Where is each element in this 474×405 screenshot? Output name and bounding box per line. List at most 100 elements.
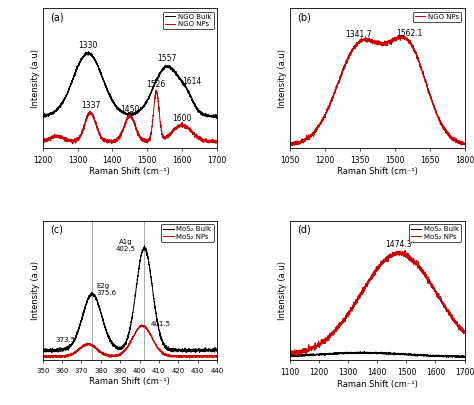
MoS₂ NPs xyxy=(209,355,215,360)
MoS₂ Bulk xyxy=(120,343,126,348)
Text: (a): (a) xyxy=(50,12,63,22)
MoS₂ Bulk xyxy=(361,349,367,354)
MoS₂ NPs xyxy=(125,345,130,350)
NGO NPs xyxy=(125,115,130,120)
Text: (b): (b) xyxy=(297,12,311,22)
MoS₂ Bulk xyxy=(296,353,302,358)
MoS₂ NPs xyxy=(49,354,55,358)
NGO NPs xyxy=(120,128,126,133)
NGO Bulk xyxy=(209,114,215,119)
Text: 1330: 1330 xyxy=(78,41,98,50)
Line: MoS₂ NPs: MoS₂ NPs xyxy=(290,250,465,356)
Line: NGO NPs: NGO NPs xyxy=(43,90,217,144)
X-axis label: Raman Shift (cm⁻¹): Raman Shift (cm⁻¹) xyxy=(337,380,418,389)
X-axis label: Raman Shift (cm⁻¹): Raman Shift (cm⁻¹) xyxy=(337,167,418,176)
NGO NPs xyxy=(289,143,295,148)
Text: 1474.3: 1474.3 xyxy=(386,240,412,249)
NGO NPs xyxy=(70,141,76,146)
MoS₂ NPs xyxy=(296,350,302,354)
Text: E2g
375.6: E2g 375.6 xyxy=(96,283,116,296)
NGO NPs xyxy=(49,134,55,139)
Text: 1614: 1614 xyxy=(182,77,202,86)
Legend: NGO NPs: NGO NPs xyxy=(412,12,461,22)
NGO Bulk xyxy=(214,116,220,121)
Text: (d): (d) xyxy=(297,225,311,235)
NGO NPs xyxy=(214,139,220,143)
MoS₂ NPs xyxy=(367,278,373,283)
Text: 1341.7: 1341.7 xyxy=(345,30,371,39)
MoS₂ Bulk xyxy=(209,347,215,352)
Y-axis label: Intensity (a.u): Intensity (a.u) xyxy=(278,49,287,107)
Line: NGO Bulk: NGO Bulk xyxy=(43,52,217,119)
MoS₂ Bulk xyxy=(462,355,467,360)
MoS₂ NPs xyxy=(402,248,408,253)
MoS₂ Bulk xyxy=(125,336,130,341)
Line: MoS₂ Bulk: MoS₂ Bulk xyxy=(290,352,465,358)
NGO NPs xyxy=(425,87,430,92)
MoS₂ Bulk xyxy=(367,350,373,355)
MoS₂ NPs xyxy=(462,329,467,334)
NGO NPs xyxy=(296,139,302,144)
NGO NPs xyxy=(462,141,467,146)
NGO Bulk xyxy=(177,75,183,80)
NGO Bulk xyxy=(49,111,55,116)
MoS₂ NPs xyxy=(187,356,192,360)
NGO NPs xyxy=(209,139,215,143)
Text: 1450: 1450 xyxy=(120,105,139,114)
Legend: MoS₂ Bulk, MoS₂ NPs: MoS₂ Bulk, MoS₂ NPs xyxy=(409,224,461,242)
NGO NPs xyxy=(40,139,46,144)
MoS₂ NPs xyxy=(372,271,378,275)
Text: 1337: 1337 xyxy=(81,101,100,110)
NGO NPs xyxy=(457,139,463,144)
NGO NPs xyxy=(177,122,183,127)
NGO Bulk xyxy=(120,111,126,115)
NGO NPs xyxy=(400,33,406,38)
NGO Bulk xyxy=(214,113,220,117)
NGO NPs xyxy=(209,138,215,143)
Text: 373.5: 373.5 xyxy=(56,337,76,343)
Text: 401.5: 401.5 xyxy=(151,321,171,327)
Text: 1562.1: 1562.1 xyxy=(396,29,422,38)
MoS₂ Bulk xyxy=(177,348,183,353)
MoS₂ NPs xyxy=(287,350,293,354)
Text: 1600: 1600 xyxy=(173,114,192,123)
Legend: MoS₂ Bulk, MoS₂ NPs: MoS₂ Bulk, MoS₂ NPs xyxy=(161,224,213,242)
MoS₂ NPs xyxy=(139,323,145,328)
MoS₂ NPs xyxy=(457,325,463,330)
X-axis label: Raman Shift (cm⁻¹): Raman Shift (cm⁻¹) xyxy=(90,377,170,386)
MoS₂ NPs xyxy=(425,276,430,281)
MoS₂ NPs xyxy=(209,353,215,358)
MoS₂ Bulk xyxy=(458,355,464,360)
NGO NPs xyxy=(367,38,373,43)
MoS₂ NPs xyxy=(177,354,183,359)
Text: (c): (c) xyxy=(50,225,63,235)
NGO NPs xyxy=(287,141,293,145)
Text: 1526: 1526 xyxy=(146,80,166,89)
MoS₂ Bulk xyxy=(49,350,55,355)
MoS₂ Bulk xyxy=(457,355,463,360)
MoS₂ NPs xyxy=(214,354,220,358)
MoS₂ Bulk xyxy=(425,353,430,358)
MoS₂ Bulk xyxy=(372,351,378,356)
NGO NPs xyxy=(153,88,159,93)
MoS₂ Bulk xyxy=(49,348,55,353)
X-axis label: Raman Shift (cm⁻¹): Raman Shift (cm⁻¹) xyxy=(90,167,170,176)
MoS₂ NPs xyxy=(120,350,126,355)
NGO Bulk xyxy=(40,113,46,118)
Legend: NGO Bulk, NGO NPs: NGO Bulk, NGO NPs xyxy=(163,12,213,29)
Y-axis label: Intensity (a.u): Intensity (a.u) xyxy=(31,261,40,320)
Y-axis label: Intensity (a.u): Intensity (a.u) xyxy=(278,261,287,320)
Y-axis label: Intensity (a.u): Intensity (a.u) xyxy=(31,49,40,107)
Text: 1557: 1557 xyxy=(157,54,177,63)
MoS₂ NPs xyxy=(457,324,463,329)
MoS₂ Bulk xyxy=(40,347,46,352)
MoS₂ Bulk xyxy=(214,347,220,352)
NGO NPs xyxy=(372,40,378,45)
Line: MoS₂ Bulk: MoS₂ Bulk xyxy=(43,246,217,353)
NGO Bulk xyxy=(125,111,130,116)
NGO NPs xyxy=(457,140,463,145)
NGO Bulk xyxy=(86,49,91,54)
NGO Bulk xyxy=(209,113,215,118)
MoS₂ Bulk xyxy=(142,243,147,248)
Text: A1g
402.5: A1g 402.5 xyxy=(116,239,136,252)
